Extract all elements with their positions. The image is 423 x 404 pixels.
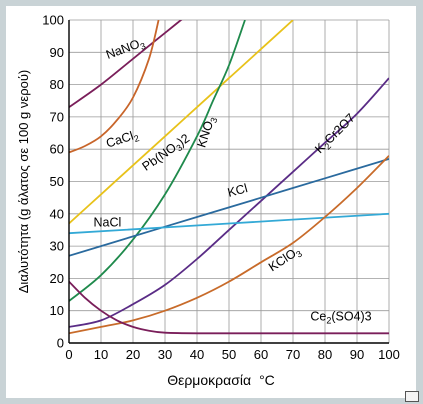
series-label-subscript: 2 [326,315,331,325]
series-line-Ce2(SO4)3 [69,280,389,335]
series-label-NaNO3: NaNO3 [104,35,147,64]
x-tick-label: 50 [222,347,236,362]
series-lines [69,20,389,335]
series-label-CaCl2: CaCl2 [104,127,140,152]
series-line-NaNO3 [69,20,183,108]
series-line-K2Cr2O7 [69,77,389,328]
series-label-text: NaNO [104,37,142,62]
series-label-text-tail: (SO4)3 [331,309,371,323]
resize-handle-icon[interactable] [405,391,419,402]
series-label-text: KCl [226,181,249,200]
y-tick-label: 40 [50,206,64,221]
series-line-KCl [69,158,389,257]
y-tick-label: 60 [50,142,64,157]
series-label-subscript: 2 [133,133,141,144]
series-label-text: Ce [310,309,326,323]
series-line-KNO3 [69,20,246,302]
y-tick-label: 50 [50,174,64,189]
y-tick-label: 30 [50,239,64,254]
x-tick-label: 60 [254,347,268,362]
series-line-CaCl2 [69,20,160,154]
series-label-text: CaCl [104,129,135,151]
solubility-chart: 0 10 20 30 40 50 60 70 80 90 100 0 10 20 30 40 50 60 70 80 9… [16,13,400,389]
grid [68,19,390,344]
series-label-text-tail: Cr2O7 [322,111,358,147]
x-axis-title-text: Θερμοκρασία [167,372,251,388]
series-label-subscript: 3 [294,249,304,260]
y-tick-label: 100 [42,13,64,28]
y-tick-label: 80 [50,77,64,92]
series-line-Pb(NO3)2 [69,20,294,225]
x-axis-title: Θερμοκρασία °C [167,372,275,388]
series-label-KCl: KCl [226,181,249,200]
y-tick-label: 20 [50,271,64,286]
y-axis-title: Διαλυτότητα (g άλατος σε 100 g νερού) [16,70,31,294]
series-label-KNO3: KNO3 [194,114,219,149]
y-tick-label: 10 [50,303,64,318]
series-label-subscript: 3 [139,41,147,52]
series-label-subscript: 3 [174,142,184,153]
series-label-Ce2(SO4)3: Ce2(SO4)3 [310,309,371,325]
series-label-K2Cr2O7: K2Cr2O7 [312,111,359,158]
x-tick-label: 100 [378,347,400,362]
series-label-subscript: 2 [322,141,333,152]
x-tick-label: 90 [350,347,364,362]
series-label-text: NaCl [94,216,122,230]
x-tick-label: 40 [190,347,204,362]
chart-panel: 0 10 20 30 40 50 60 70 80 90 100 0 10 20 30 40 50 60 70 80 9… [6,6,416,398]
series-label-NaCl: NaCl [94,216,122,230]
x-tick-label: 30 [158,347,172,362]
x-axis-unit: °C [259,372,275,388]
x-tick-label: 70 [286,347,300,362]
x-tick-label: 80 [318,347,332,362]
x-tick-label: 10 [94,347,108,362]
series-line-NaCl [69,212,389,235]
x-tick-label: 20 [126,347,140,362]
series-label-subscript: 3 [208,116,219,124]
y-tick-label: 90 [50,45,64,60]
y-tick-label: 70 [50,109,64,124]
x-tick-label: 0 [65,347,72,362]
y-tick-label: 0 [57,336,64,351]
